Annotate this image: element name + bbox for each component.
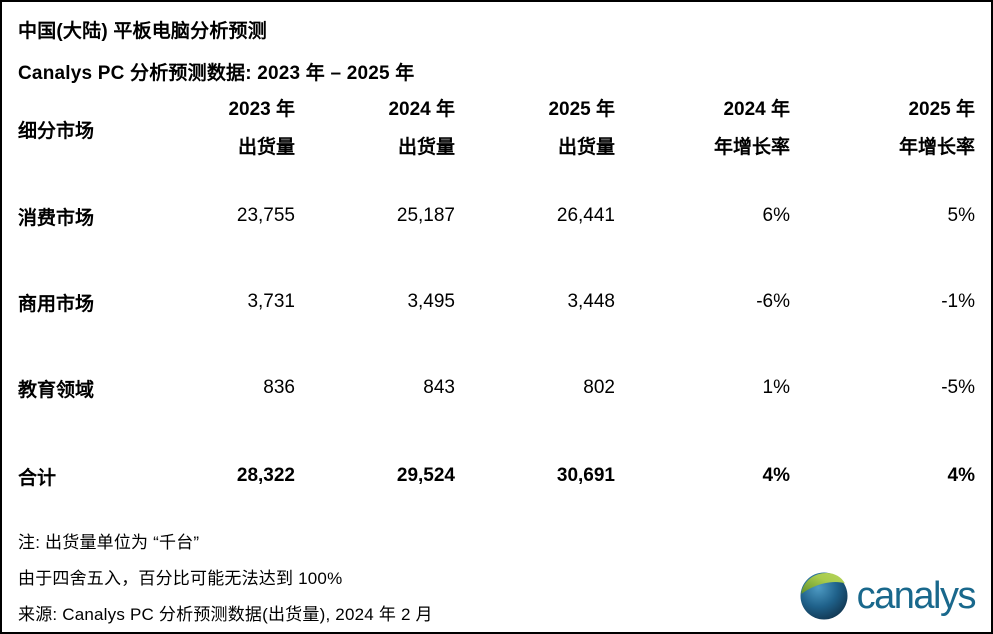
cell-value: 5% — [947, 205, 975, 226]
cell-value: 6% — [762, 205, 790, 226]
cell-value: 25,187 — [396, 205, 455, 226]
cell-value: 3,731 — [247, 291, 295, 312]
table-row-consumer: 消费市场 23,755 25,187 26,441 6% 5% — [18, 173, 975, 259]
cell-value: 23,755 — [236, 205, 295, 226]
cell-value: 26,441 — [556, 205, 615, 226]
cell-value: -1% — [941, 291, 975, 312]
table-row-total: 合计 28,322 29,524 30,691 4% 4% — [18, 431, 975, 521]
page-subtitle: Canalys PC 分析预测数据: 2023 年 – 2025 年 — [18, 63, 415, 84]
canalys-globe-icon — [800, 572, 848, 620]
cell-value: 1% — [762, 377, 790, 398]
footnote-rounding: 由于四舍五入，百分比可能无法达到 100% — [18, 569, 343, 588]
page-title: 中国(大陆) 平板电脑分析预测 — [18, 21, 267, 42]
table-header-row: 细分市场 2023 年 出货量 2024 年 出货量 2025 年 出货量 — [18, 91, 975, 173]
segment-label: 消费市场 — [18, 207, 95, 229]
cell-value: -5% — [941, 377, 975, 398]
column-header-2023-shipments: 2023 年 出货量 — [228, 99, 295, 158]
cell-value: 28,322 — [236, 465, 295, 486]
cell-value: 3,448 — [567, 291, 615, 312]
column-header-2024-shipments: 2024 年 出货量 — [388, 99, 455, 158]
footnote-source: 来源: Canalys PC 分析预测数据(出货量), 2024 年 2 月 — [18, 605, 433, 624]
segment-label: 教育领域 — [18, 379, 95, 401]
column-header-2025-growth: 2025 年 年增长率 — [898, 99, 975, 158]
segment-label: 合计 — [18, 467, 57, 489]
footnotes: 注: 出货量单位为 “千台” 由于四舍五入，百分比可能无法达到 100% 来源:… — [18, 525, 975, 632]
cell-value: 802 — [583, 377, 615, 398]
cell-value: 30,691 — [556, 465, 615, 486]
segment-label: 商用市场 — [18, 293, 95, 315]
table-row-commercial: 商用市场 3,731 3,495 3,448 -6% -1% — [18, 259, 975, 345]
cell-value: 29,524 — [396, 465, 455, 486]
column-header-2025-shipments: 2025 年 出货量 — [548, 99, 615, 158]
cell-value: 4% — [762, 465, 790, 486]
table-row-education: 教育领域 836 843 802 1% -5% — [18, 345, 975, 431]
cell-value: -6% — [756, 291, 790, 312]
forecast-table: 细分市场 2023 年 出货量 2024 年 出货量 2025 年 出货量 — [18, 91, 975, 521]
cell-value: 836 — [263, 377, 295, 398]
column-header-segment: 细分市场 — [18, 121, 95, 142]
column-header-2024-growth: 2024 年 年增长率 — [713, 99, 790, 158]
footnote-unit: 注: 出货量单位为 “千台” — [18, 533, 200, 552]
cell-value: 843 — [423, 377, 455, 398]
canalys-logo-text: canalys — [856, 575, 977, 617]
cell-value: 3,495 — [407, 291, 455, 312]
cell-value: 4% — [947, 465, 975, 486]
canalys-logo: canalys — [800, 572, 977, 620]
